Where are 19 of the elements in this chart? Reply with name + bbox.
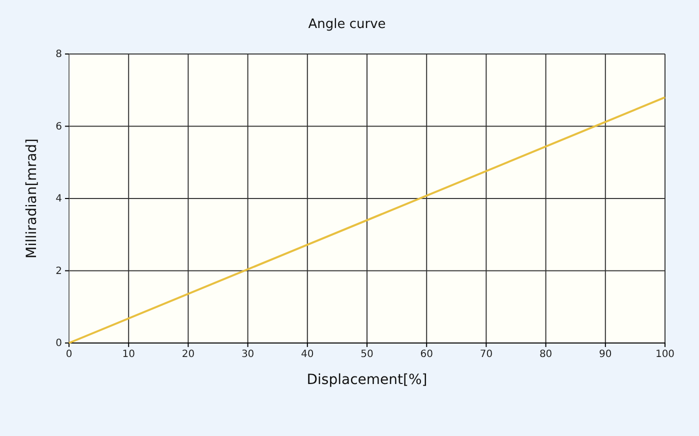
x-tick-label: 60 xyxy=(420,349,433,360)
x-tick-label: 0 xyxy=(66,349,72,360)
x-tick-label: 40 xyxy=(301,349,314,360)
y-tick-label: 4 xyxy=(56,194,62,205)
chart-title: Angle curve xyxy=(308,17,386,32)
y-tick-label: 8 xyxy=(56,49,62,60)
y-tick-label: 6 xyxy=(56,121,62,132)
y-tick-label: 2 xyxy=(56,266,62,277)
x-tick-label: 30 xyxy=(241,349,254,360)
x-tick-label: 20 xyxy=(182,349,195,360)
x-tick-label: 100 xyxy=(655,349,675,360)
y-tick-label: 0 xyxy=(56,338,62,350)
x-tick-label: 10 xyxy=(122,349,135,360)
x-tick-label: 80 xyxy=(539,349,552,360)
x-tick-label: 70 xyxy=(480,349,493,360)
x-axis-title: Displacement[%] xyxy=(306,372,428,388)
x-tick-label: 50 xyxy=(360,349,374,360)
x-tick-label: 90 xyxy=(599,349,612,360)
y-axis-title: Milliradian[mrad] xyxy=(24,138,40,258)
